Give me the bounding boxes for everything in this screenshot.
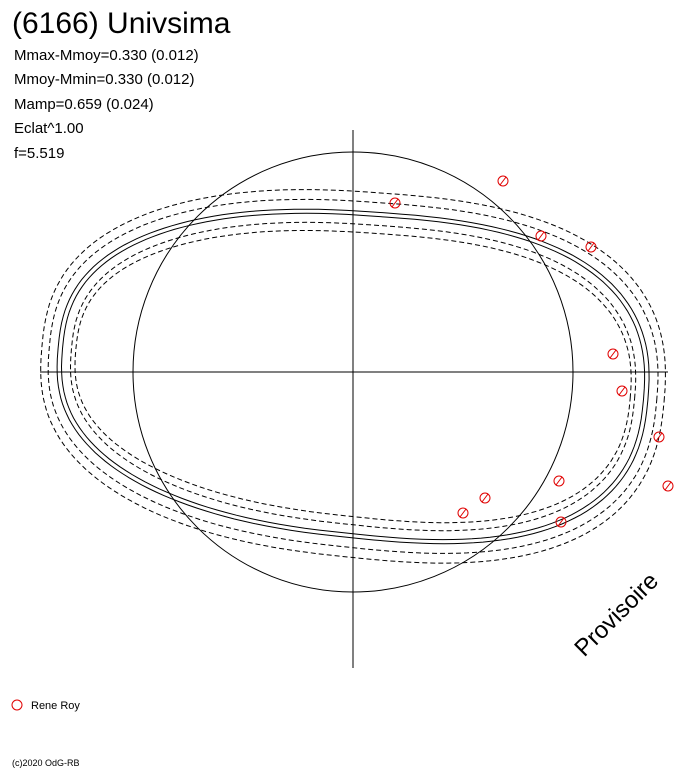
- stat: Mamp=0.659 (0.024): [14, 96, 154, 113]
- observation: [457, 507, 469, 519]
- observation-slash: [391, 198, 399, 208]
- model-curve: [69, 221, 637, 532]
- observation-slash: [499, 176, 507, 186]
- observation: [535, 230, 547, 242]
- observation: [555, 516, 567, 528]
- observation-slash: [459, 508, 467, 518]
- legend-symbol: [11, 699, 23, 711]
- model-curve: [56, 208, 650, 545]
- observation-slash: [664, 481, 672, 491]
- observation-slash: [555, 476, 563, 486]
- observation: [497, 175, 509, 187]
- observation-slash: [557, 517, 565, 527]
- observation: [607, 348, 619, 360]
- reference-circle: [132, 151, 574, 593]
- observation-slash: [537, 231, 545, 241]
- observation: [653, 431, 665, 443]
- observation-slash: [618, 386, 626, 396]
- observation: [616, 385, 628, 397]
- observation: [585, 241, 597, 253]
- observation-slash: [609, 349, 617, 359]
- title: (6166) Univsima: [12, 7, 231, 40]
- observation-slash: [481, 493, 489, 503]
- observation: [479, 492, 491, 504]
- observation: [553, 475, 565, 487]
- model-curve: [60, 212, 646, 541]
- stat: Eclat^1.00: [14, 120, 84, 137]
- model-curve: [40, 189, 666, 564]
- legend-label: Rene Roy: [31, 700, 80, 712]
- observation-slash: [655, 432, 663, 442]
- stat: Mmoy-Mmin=0.330 (0.012): [14, 71, 194, 88]
- footer: (c)2020 OdG-RB: [12, 758, 80, 768]
- points: [389, 175, 674, 528]
- observation-slash: [587, 242, 595, 252]
- model-curve: [74, 230, 632, 524]
- observation: [389, 197, 401, 209]
- observation: [662, 480, 674, 492]
- stat: Mmax-Mmoy=0.330 (0.012): [14, 47, 199, 64]
- stat: f=5.519: [14, 145, 64, 162]
